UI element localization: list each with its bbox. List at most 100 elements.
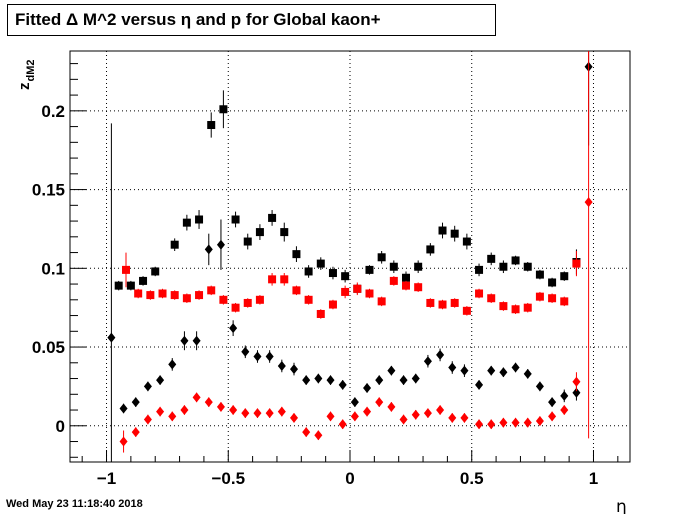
data-point-square: [365, 265, 374, 274]
data-point-square: [328, 300, 337, 309]
data-point-diamond: [180, 405, 189, 416]
x-tick-label: 0: [345, 469, 354, 488]
axis-ticks: [70, 63, 619, 462]
data-point-diamond: [156, 375, 165, 386]
data-point-square: [535, 292, 544, 301]
data-point-diamond: [387, 401, 396, 412]
data-point-diamond: [423, 356, 432, 367]
data-point-diamond: [216, 401, 225, 412]
data-point-square: [316, 309, 325, 318]
data-point-diamond: [119, 403, 128, 414]
data-point-square: [304, 267, 313, 276]
data-point-diamond: [535, 381, 544, 392]
y-axis-label-sub: dM2: [25, 60, 37, 82]
data-point-diamond: [487, 365, 496, 376]
data-point-square: [511, 256, 520, 265]
data-point-diamond: [290, 412, 298, 423]
data-point-diamond: [314, 373, 323, 384]
data-point-square: [328, 269, 337, 278]
data-point-square: [450, 298, 459, 307]
data-point-diamond: [314, 430, 323, 441]
grid: [70, 51, 630, 462]
data-point-diamond: [436, 405, 445, 416]
y-axis-label: zdM2: [16, 60, 37, 91]
data-point-square: [535, 270, 544, 279]
y-axis-label-main: z: [16, 83, 33, 91]
data-point-diamond: [375, 375, 384, 386]
data-point-square: [438, 226, 447, 235]
data-point-diamond: [277, 406, 286, 417]
data-point-diamond: [168, 359, 177, 370]
chart-title: Fitted Δ M^2 versus η and p for Global k…: [7, 4, 496, 36]
data-point-square: [353, 284, 362, 293]
y-tick-label: 0.1: [41, 259, 65, 278]
data-point-diamond: [475, 419, 484, 430]
data-point-square: [560, 272, 569, 281]
data-point-square: [548, 278, 557, 287]
data-point-diamond: [131, 397, 140, 408]
data-point-diamond: [143, 381, 152, 392]
data-point-diamond: [131, 427, 140, 438]
data-point-square: [377, 297, 386, 306]
axis-tick-labels: −1 −0.5 0 0.5 1 0 0.05 0.1 0.15 0.2: [32, 102, 598, 488]
data-point-square: [255, 228, 264, 237]
data-point-diamond: [253, 408, 262, 419]
data-point-diamond: [375, 397, 384, 408]
data-point-diamond: [180, 335, 189, 346]
data-point-diamond: [499, 417, 508, 428]
data-point-square: [243, 298, 252, 307]
data-point-square: [462, 306, 471, 315]
data-point-square: [377, 253, 386, 262]
data-point-square: [450, 229, 459, 238]
data-point-diamond: [387, 365, 396, 376]
data-point-diamond: [460, 412, 469, 423]
data-point-diamond: [302, 427, 311, 438]
data-point-diamond: [460, 365, 469, 376]
data-point-square: [268, 213, 277, 222]
y-tick-label: 0: [56, 417, 65, 436]
data-point-square: [170, 291, 179, 300]
data-point-diamond: [229, 323, 238, 334]
data-point-square: [316, 259, 325, 268]
data-point-square: [182, 294, 191, 303]
data-point-square: [146, 291, 155, 300]
plot-frame: [69, 50, 631, 463]
data-point-square: [402, 273, 410, 282]
data-point-diamond: [511, 362, 520, 373]
data-point-diamond: [572, 376, 581, 387]
data-point-diamond: [241, 346, 250, 357]
data-point-diamond: [326, 375, 335, 386]
series-2: [107, 51, 593, 462]
data-point-square: [126, 281, 135, 290]
series-1: [114, 90, 581, 294]
data-point-square: [243, 237, 252, 246]
data-point-square: [426, 298, 435, 307]
timestamp: Wed May 23 11:18:40 2018: [6, 498, 143, 510]
y-tick-label: 0.05: [32, 338, 65, 357]
data-point-diamond: [241, 408, 250, 419]
data-point-square: [122, 265, 130, 274]
series-3: [122, 250, 581, 319]
data-point-diamond: [436, 349, 445, 360]
data-point-square: [151, 267, 160, 276]
data-point-square: [231, 303, 240, 312]
data-point-diamond: [548, 411, 557, 422]
data-point-diamond: [143, 414, 152, 425]
data-point-square: [414, 262, 423, 271]
data-point-diamond: [277, 360, 286, 371]
y-tick-label: 0.15: [32, 181, 65, 200]
data-point-diamond: [572, 387, 581, 398]
data-point-square: [255, 295, 264, 304]
data-point-square: [548, 294, 557, 303]
data-point-square: [499, 262, 508, 271]
series-4: [119, 51, 593, 453]
data-point-diamond: [399, 375, 408, 386]
data-point-square: [499, 302, 508, 311]
data-point-diamond: [107, 332, 116, 343]
data-point-square: [438, 300, 447, 309]
data-point-square: [487, 254, 496, 263]
data-point-diamond: [499, 367, 508, 378]
y-tick-label: 0.2: [41, 102, 65, 121]
data-point-diamond: [523, 368, 532, 379]
